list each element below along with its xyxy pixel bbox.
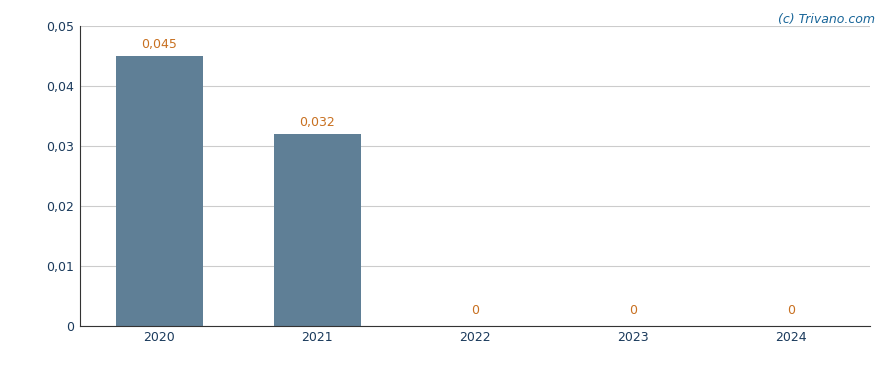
Text: 0: 0 [787, 304, 795, 317]
Bar [274, 134, 361, 326]
Text: 0: 0 [629, 304, 637, 317]
Bar [115, 56, 202, 326]
Text: 0,032: 0,032 [299, 116, 335, 129]
Text: 0: 0 [471, 304, 480, 317]
Text: (c) Trivano.com: (c) Trivano.com [778, 13, 875, 26]
Text: 0,045: 0,045 [141, 38, 178, 51]
